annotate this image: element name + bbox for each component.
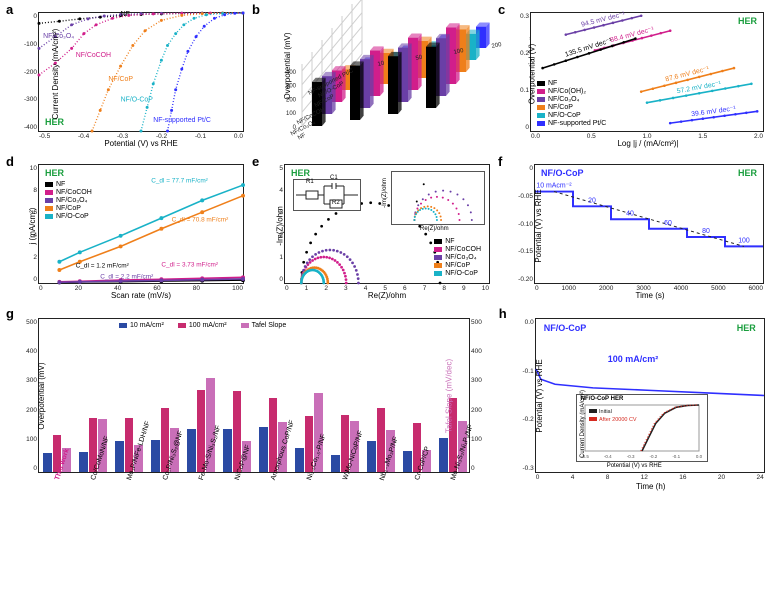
plot-d-legend: NFNF/CoCOHNF/Co₃O₄NF/CoPNF/O-CoP [45,181,92,220]
plot-a: NFNF/Co₃O₄NF/CoCOHNF/CoPNF/O-CoPNF-suppo… [38,12,244,132]
panel-f: f 10 mAcm⁻²20406080100 01000200030004000… [500,156,771,308]
panel-a-label: a [6,2,13,17]
panel-c-label: c [498,2,505,17]
plot-e-inset-svg [392,172,484,224]
svg-text:60: 60 [664,220,672,227]
plot-e-ylabel: -Im(Z)/ohm [275,206,284,246]
plot-e: 012345678910 543210 HER NFNF/CoCOHNF/Co₃… [284,164,490,284]
plot-h-mid: 100 mA/cm² [608,354,659,364]
plot-g-yr: Tafel Slope (mV/dec) [445,359,454,433]
plot-f: 10 mAcm⁻²20406080100 0100020003000400050… [534,164,764,284]
plot-e-xlabel: Re(Z)/ohm [368,291,406,300]
plot-g-yl: Overpotential (mV) [37,362,46,429]
panel-g-label: g [6,306,14,321]
panel-f-label: f [498,154,502,169]
plot-c: 94.5 mV dec⁻¹88.4 mV dec⁻¹135.5 mV dec⁻¹… [530,12,764,132]
panel-a: a NFNF/Co₃O₄NF/CoCOHNF/CoPNF/O-CoPNF-sup… [8,4,250,156]
plot-c-xlabel: Log |j / (mA/cm²)| [617,139,678,148]
plot-a-xlabel: Potential (V) vs RHE [104,139,177,148]
svg-text:-0.3: -0.3 [626,454,634,459]
plot-c-ylabel: Overpotential (V) [528,44,537,104]
plot-g-yticks-right: 5004003002001000 [471,319,489,472]
panel-b: b 0100200300400NFNF/Co₃O₄NF/CoCOHNF/CoPN… [254,4,496,156]
plot-d-xlabel: Scan rate (mV/s) [111,291,171,300]
plot-c-tag: HER [738,16,757,26]
plot-b-svg: 0100200300400NFNF/Co₃O₄NF/CoCOHNF/CoPNF/… [276,12,490,144]
plot-f-title: NF/O-CoP [541,168,584,178]
plot-f-ylabel: Potential (V) vs RHE [534,189,543,262]
plot-a-svg: NFNF/Co₃O₄NF/CoCOHNF/CoPNF/O-CoPNF-suppo… [39,13,243,131]
plot-f-svg: 10 mAcm⁻²20406080100 [535,165,763,283]
plot-b-zlabel: Overpotential (mV) [283,32,292,99]
plot-h: 04812162024 0.0-0.1-0.2-0.3 HER NF/O-CoP… [535,318,765,473]
svg-text:C_dl = 1.2 mF/cm²: C_dl = 1.2 mF/cm² [76,263,130,270]
plot-d-tag: HER [45,168,64,178]
svg-text:NF/CoCOH: NF/CoCOH [76,52,111,59]
svg-text:C_dl = 77.7 mF/cm²: C_dl = 77.7 mF/cm² [151,178,208,185]
plot-h-title: NF/O-CoP [544,323,587,333]
plot-d: C_dl = 77.7 mF/cm² C_dl = 70.8 mF/cm² C_dl… [38,164,244,284]
plot-g-cats: This workCo/CoMoN/NFMo₃P/NiFe-LDH/NFCo₂P… [38,473,470,583]
plot-g-yticks-left: 5004003002001000 [19,319,37,472]
svg-text:Initial: Initial [599,409,612,415]
plot-c-legend: NFNF/Co(OH)₂NF/Co₃O₄NF/CoPNF/O-CoPNF-sup… [537,80,606,127]
svg-text:80: 80 [702,228,710,235]
plot-b: 0100200300400NFNF/Co₃O₄NF/CoCOHNF/CoPNF/… [276,12,490,144]
panel-g: g 5004003002001000 5004003002001000 10 m… [8,308,497,591]
svg-text:NF/CoP: NF/CoP [108,76,133,83]
panel-b-label: b [252,2,260,17]
plot-h-tag: HER [737,323,756,333]
plot-h-xticks: 04812162024 [536,474,764,481]
svg-text:C_dl = 3.73 mF/cm²: C_dl = 3.73 mF/cm² [161,261,218,268]
plot-h-yticks: 0.0-0.1-0.2-0.3 [516,319,534,472]
plot-d-ylabel: j (mA/cm²) [28,208,37,245]
svg-text:NF: NF [121,11,130,18]
plot-e-circuit-inset: R1 C1 R2 [293,179,361,211]
plot-e-data-inset: -Im(Z)/ohm Re(Z)/ohm [391,171,485,225]
plot-f-yticks: 0-0.05-0.10-0.15-0.20 [515,165,533,283]
figure-page: a NFNF/Co₃O₄NF/CoCOHNF/CoPNF/O-CoPNF-sup… [0,0,779,599]
plot-a-yticks: 0-100-200-300-400 [19,13,37,131]
circuit-svg [294,180,360,210]
plot-c-yticks: 0.30.20.10 [511,13,529,131]
plot-e-tag: HER [291,168,310,178]
panel-h-label: h [499,306,507,321]
svg-text:NF/O-CoP: NF/O-CoP [121,97,154,104]
svg-text:40: 40 [626,210,634,217]
plot-h-xl: Time (h) [636,482,665,491]
plot-a-ylabel: Current Density (mA/cm²) [51,29,60,120]
plot-e-legend: NFNF/CoCOHNF/Co₃O₄NF/CoPNF/O-CoP [434,238,481,277]
svg-text:100: 100 [286,111,297,117]
panel-h: h 04812162024 0.0-0.1-0.2-0.3 HER NF/O-C… [501,308,771,591]
svg-text:20: 20 [588,197,596,204]
panel-d: d C_dl = 77.7 mF/cm²C_dl = 70.8 mF/cm²C_… [8,156,250,308]
svg-text:After 20000 CV: After 20000 CV [599,417,637,423]
svg-text:-0.4: -0.4 [604,454,612,459]
svg-text:0.0: 0.0 [696,454,703,459]
panel-e-label: e [252,154,259,169]
svg-text:-0.1: -0.1 [672,454,680,459]
panel-e: e 012345678910 543210 HER NFNF/CoCOHNF/C… [254,156,496,308]
plot-g-legend: 10 mA/cm²100 mA/cm²Tafel Slope [119,322,286,329]
svg-text:NF-supported Pt/C: NF-supported Pt/C [153,117,211,124]
svg-text:C_dl = 2.2 mF/cm²: C_dl = 2.2 mF/cm² [100,273,154,280]
plot-h-yl: Potential (V) vs RHE [535,359,544,432]
plot-h-inset-svg: InitialAfter 20000 CV-0.5-0.4-0.3-0.2-0.… [577,395,707,461]
svg-text:100: 100 [738,238,750,245]
svg-text:-0.2: -0.2 [649,454,657,459]
plot-h-inset: InitialAfter 20000 CV-0.5-0.4-0.3-0.2-0.… [576,394,708,462]
panel-c: c 94.5 mV dec⁻¹88.4 mV dec⁻¹135.5 mV dec… [500,4,771,156]
plot-f-xlabel: Time (s) [635,291,664,300]
plot-f-tag: HER [738,168,757,178]
svg-text:C_dl = 70.8 mF/cm²: C_dl = 70.8 mF/cm² [172,217,229,224]
panel-d-label: d [6,154,14,169]
